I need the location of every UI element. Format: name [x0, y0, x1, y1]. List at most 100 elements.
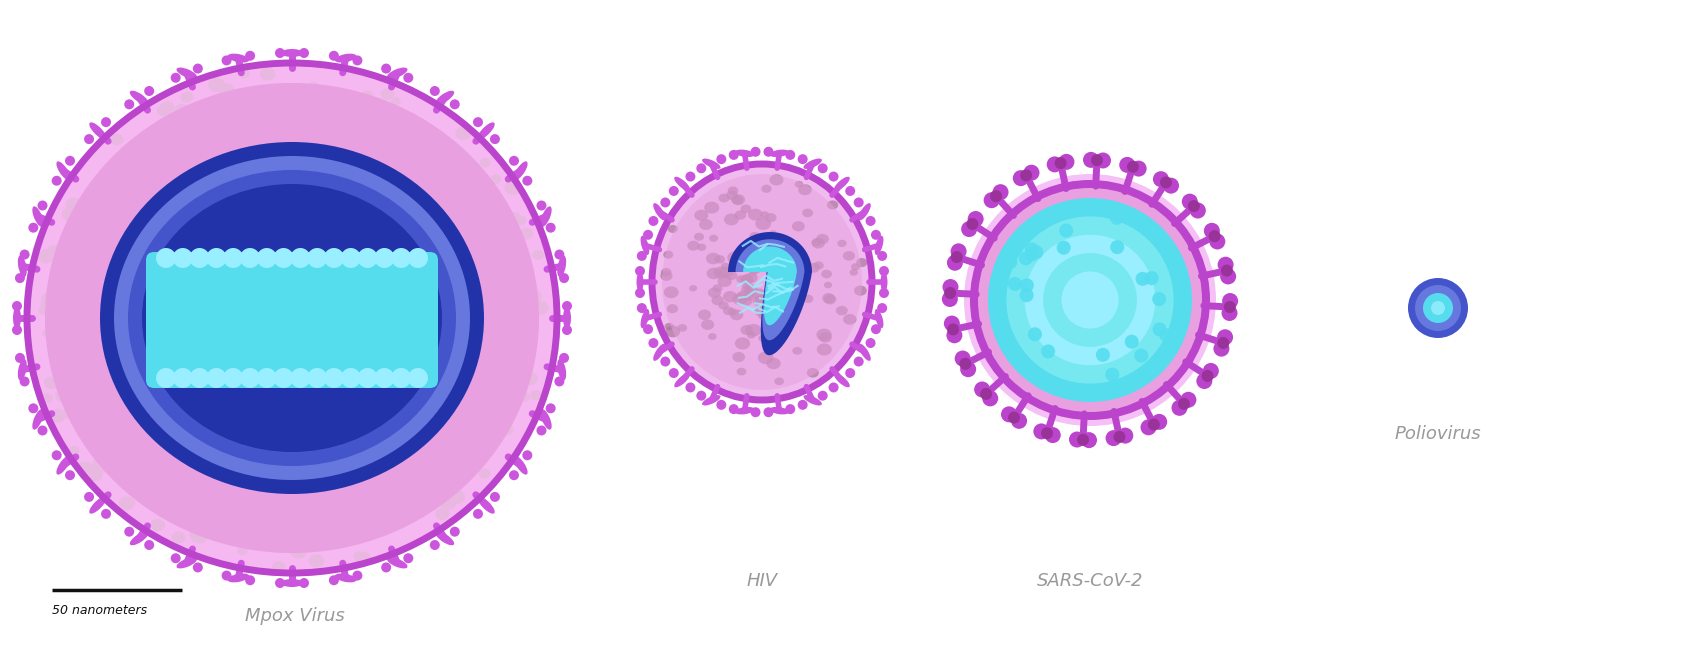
Ellipse shape	[749, 232, 761, 241]
Ellipse shape	[292, 536, 302, 545]
Ellipse shape	[90, 470, 102, 481]
Ellipse shape	[49, 409, 66, 422]
Ellipse shape	[336, 573, 356, 582]
Ellipse shape	[1409, 278, 1468, 338]
Ellipse shape	[353, 56, 363, 65]
Ellipse shape	[122, 286, 139, 300]
Ellipse shape	[356, 552, 371, 565]
Ellipse shape	[1095, 153, 1110, 168]
Ellipse shape	[136, 193, 146, 201]
Ellipse shape	[190, 530, 200, 540]
Ellipse shape	[731, 195, 742, 204]
Ellipse shape	[236, 529, 249, 541]
Ellipse shape	[541, 206, 551, 227]
Ellipse shape	[103, 414, 114, 422]
Ellipse shape	[217, 92, 234, 107]
Ellipse shape	[846, 186, 856, 196]
Ellipse shape	[131, 214, 141, 223]
Ellipse shape	[490, 134, 500, 144]
Ellipse shape	[951, 243, 966, 259]
Ellipse shape	[175, 185, 190, 197]
Ellipse shape	[698, 219, 714, 230]
Ellipse shape	[44, 377, 58, 389]
Ellipse shape	[412, 470, 422, 479]
Ellipse shape	[717, 400, 727, 410]
Ellipse shape	[90, 280, 103, 291]
Ellipse shape	[744, 283, 756, 292]
Ellipse shape	[475, 349, 490, 363]
Ellipse shape	[386, 557, 407, 569]
Ellipse shape	[766, 329, 781, 341]
Ellipse shape	[427, 471, 444, 485]
Ellipse shape	[293, 120, 307, 131]
Ellipse shape	[202, 490, 217, 503]
Ellipse shape	[764, 314, 778, 325]
Ellipse shape	[508, 156, 519, 166]
Ellipse shape	[275, 48, 285, 58]
Ellipse shape	[375, 368, 395, 388]
Ellipse shape	[714, 267, 729, 279]
Ellipse shape	[431, 159, 449, 174]
Ellipse shape	[637, 272, 644, 292]
Ellipse shape	[858, 344, 871, 361]
Ellipse shape	[97, 369, 112, 382]
Ellipse shape	[807, 368, 819, 378]
Ellipse shape	[541, 409, 551, 430]
Ellipse shape	[431, 540, 439, 550]
Ellipse shape	[1190, 203, 1205, 219]
Ellipse shape	[41, 298, 54, 309]
Ellipse shape	[702, 320, 714, 330]
Ellipse shape	[642, 230, 653, 240]
Ellipse shape	[408, 368, 429, 388]
Ellipse shape	[324, 368, 344, 388]
Ellipse shape	[215, 507, 231, 520]
Ellipse shape	[207, 248, 227, 268]
Ellipse shape	[880, 288, 888, 298]
Ellipse shape	[447, 490, 464, 504]
Ellipse shape	[817, 391, 827, 400]
Ellipse shape	[948, 255, 963, 270]
Ellipse shape	[734, 407, 754, 415]
Ellipse shape	[983, 192, 1000, 208]
Ellipse shape	[175, 492, 188, 504]
Ellipse shape	[837, 240, 846, 247]
Ellipse shape	[785, 150, 795, 160]
Ellipse shape	[171, 72, 181, 83]
Ellipse shape	[403, 553, 414, 564]
Ellipse shape	[329, 50, 339, 61]
Ellipse shape	[158, 105, 170, 116]
Ellipse shape	[456, 336, 466, 345]
Ellipse shape	[63, 409, 75, 419]
Ellipse shape	[156, 248, 176, 268]
Text: 50 nanometers: 50 nanometers	[53, 604, 147, 617]
Ellipse shape	[1019, 252, 1032, 265]
Ellipse shape	[712, 296, 724, 305]
Ellipse shape	[503, 212, 520, 228]
Ellipse shape	[356, 497, 368, 508]
Ellipse shape	[415, 218, 432, 232]
Ellipse shape	[307, 82, 319, 91]
Ellipse shape	[749, 264, 761, 274]
Ellipse shape	[803, 395, 822, 406]
Ellipse shape	[251, 99, 268, 113]
Ellipse shape	[66, 198, 81, 212]
Ellipse shape	[222, 56, 232, 65]
Ellipse shape	[190, 368, 210, 388]
Ellipse shape	[1036, 212, 1049, 226]
Ellipse shape	[129, 209, 147, 224]
Ellipse shape	[141, 463, 158, 476]
Ellipse shape	[763, 407, 773, 417]
Ellipse shape	[275, 578, 285, 588]
Ellipse shape	[461, 175, 473, 185]
Ellipse shape	[1117, 428, 1134, 444]
Ellipse shape	[273, 489, 290, 503]
Ellipse shape	[559, 273, 570, 283]
Ellipse shape	[431, 443, 444, 454]
Ellipse shape	[785, 283, 793, 290]
Ellipse shape	[171, 431, 186, 444]
Ellipse shape	[356, 512, 368, 521]
Ellipse shape	[970, 180, 1210, 420]
Ellipse shape	[307, 474, 320, 485]
Ellipse shape	[422, 175, 439, 189]
Ellipse shape	[431, 86, 439, 96]
